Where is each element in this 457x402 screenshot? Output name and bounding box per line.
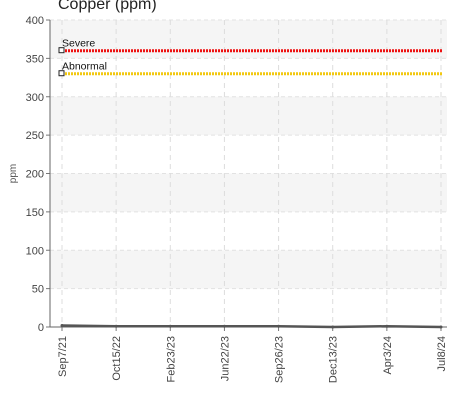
x-tick-label: Sep7/21 <box>57 336 69 377</box>
x-tick-labels: Sep7/21 Oct15/22 Feb23/23 Jun22/23 Sep26/23 D… <box>57 336 448 383</box>
data-point <box>439 325 443 329</box>
x-tick-label: Jun22/23 <box>219 336 231 381</box>
y-tick-label: 250 <box>26 130 44 142</box>
plot-band <box>50 173 447 212</box>
y-tick-label: 400 <box>26 15 44 27</box>
data-point <box>277 324 281 328</box>
data-point <box>331 325 335 329</box>
series-line <box>61 324 442 329</box>
y-tick-label: 100 <box>26 245 44 257</box>
y-axis-title: ppm <box>8 164 19 183</box>
y-tick-label: 200 <box>26 169 44 181</box>
data-point <box>114 324 118 328</box>
x-tick-label: Apr3/24 <box>382 336 394 375</box>
y-tick-label: 350 <box>26 53 44 65</box>
x-tick-label: Jul8/24 <box>436 336 448 371</box>
reference-lines: Severe Abnormal <box>58 38 443 77</box>
x-tick-label: Sep26/23 <box>274 336 286 383</box>
data-series <box>60 323 443 329</box>
reference-marker <box>58 47 65 54</box>
data-point <box>168 324 172 328</box>
data-point <box>222 324 226 328</box>
y-tick-label: 50 <box>32 284 44 296</box>
grid-lines <box>50 19 447 327</box>
plot-band <box>50 96 447 136</box>
reference-marker <box>58 70 65 77</box>
data-point <box>385 324 389 328</box>
y-tick-label: 150 <box>26 207 44 219</box>
plot-band <box>50 250 447 289</box>
chart-title: Copper (ppm) <box>58 0 157 13</box>
data-point <box>60 323 64 327</box>
x-tick-label: Oct15/22 <box>111 336 123 381</box>
y-tick-label: 0 <box>38 322 44 334</box>
y-tick-label: 300 <box>26 92 44 104</box>
x-tick-label: Feb23/23 <box>165 336 177 382</box>
plot-band <box>50 20 447 59</box>
reference-line-label: Severe <box>62 38 95 50</box>
x-tick-label: Dec13/23 <box>328 336 340 383</box>
plot-bands <box>50 20 447 289</box>
y-tick-labels: 0 50 100 150 200 250 300 350 400 <box>26 15 44 334</box>
reference-line-label: Abnormal <box>62 61 107 73</box>
